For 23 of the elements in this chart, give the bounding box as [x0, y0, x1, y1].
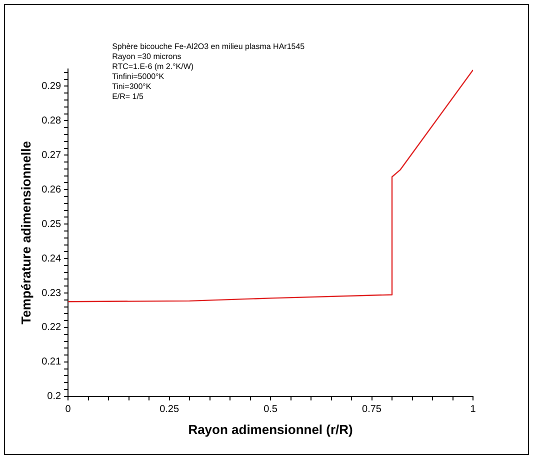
y-tick-label: 0.24: [42, 253, 62, 264]
annotation: Tini=300°K: [112, 82, 152, 92]
annotation: Tinfini=5000°K: [112, 72, 165, 82]
y-tick-label: 0.2: [47, 391, 62, 402]
x-tick-label: 0.25: [160, 404, 180, 416]
y-axis-title: Température adimensionnelle: [18, 141, 34, 324]
x-tick-label: 0.5: [264, 404, 278, 416]
y-tick-label: 0.21: [42, 356, 62, 368]
y-tick-label: 0.26: [42, 184, 62, 196]
x-tick-label: 0: [65, 404, 72, 416]
x-tick-label: 0.75: [362, 404, 382, 416]
y-tick-label: 0.25: [42, 218, 62, 230]
y-tick-label: 0.28: [42, 115, 62, 126]
y-tick-label: 0.22: [42, 322, 62, 334]
text: Sphère bicouche Fe-Al2O3 en milieu plasma HAr1545: [112, 42, 306, 52]
x-axis-title: Rayon adimensionnel (r/R): [188, 422, 353, 437]
text: Rayon =30 microns: [112, 52, 182, 62]
x-tick-label: 1: [470, 404, 476, 416]
annotation: RTC=1.E-6 (m 2.°K/W): [112, 62, 194, 72]
y-tick-label: 0.23: [42, 288, 62, 299]
y-tick-label: 0.29: [42, 80, 62, 92]
y-tick-label: 0.27: [42, 150, 62, 161]
annotation: E/R= 1/5: [112, 92, 144, 102]
